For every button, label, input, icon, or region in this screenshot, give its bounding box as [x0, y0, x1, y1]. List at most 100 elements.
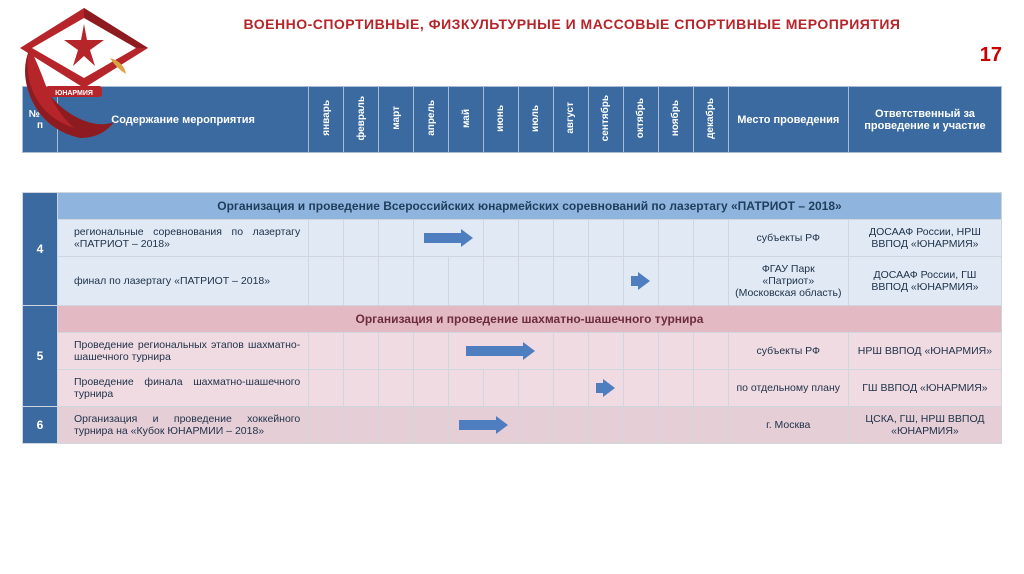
col-month-8: сентябрь [588, 87, 623, 153]
cell-month-empty [693, 333, 728, 370]
cell-month-empty [518, 407, 553, 444]
cell-content: Проведение финала шахматно-шашечного тур… [57, 370, 308, 407]
table-row: Проведение финала шахматно-шашечного тур… [23, 370, 1002, 407]
cell-month-empty [693, 370, 728, 407]
col-month-5: июнь [484, 87, 519, 153]
cell-month-empty [623, 370, 658, 407]
yunarmiya-logo-icon: ЮНАРМИЯ [6, 0, 156, 150]
cell-month-empty [553, 257, 588, 306]
col-month-6: июль [518, 87, 553, 153]
table-header: № п/п Содержание мероприятия январь февр… [23, 87, 1002, 153]
cell-month-empty [449, 257, 484, 306]
col-month-3: апрель [414, 87, 449, 153]
cell-month-empty [553, 220, 588, 257]
cell-month-empty [344, 370, 379, 407]
cell-month-empty [379, 370, 414, 407]
cell-month-empty [553, 370, 588, 407]
group-heading: Организация и проведение шахматно-шашечн… [57, 306, 1001, 333]
cell-month-empty [484, 257, 519, 306]
cell-month-empty [518, 220, 553, 257]
cell-month-empty [379, 333, 414, 370]
cell-timeline [623, 257, 658, 306]
schedule-table-wrap: № п/п Содержание мероприятия январь февр… [22, 86, 1002, 568]
cell-month-empty [309, 370, 344, 407]
cell-place: по отдельному плану [728, 370, 848, 407]
cell-month-empty [588, 257, 623, 306]
cell-month-empty [588, 220, 623, 257]
cell-month-empty [518, 370, 553, 407]
cell-place: субъекты РФ [728, 220, 848, 257]
cell-month-empty [484, 370, 519, 407]
col-month-11: декабрь [693, 87, 728, 153]
cell-resp: ДОСААФ России, ГШ ВВПОД «ЮНАРМИЯ» [848, 257, 1001, 306]
col-month-4: май [449, 87, 484, 153]
table-row: 6Организация и проведение хоккейного тур… [23, 407, 1002, 444]
cell-place: субъекты РФ [728, 333, 848, 370]
cell-month-empty [588, 333, 623, 370]
cell-month-empty [553, 333, 588, 370]
col-month-7: август [553, 87, 588, 153]
page-title: ВОЕННО-СПОРТИВНЫЕ, ФИЗКУЛЬТУРНЫЕ И МАССО… [180, 16, 964, 32]
cell-content: Проведение региональных этапов шахматно-… [57, 333, 308, 370]
cell-content: региональные соревнования по лазертагу «… [57, 220, 308, 257]
col-month-1: февраль [344, 87, 379, 153]
group-heading: Организация и проведение Всероссийских ю… [57, 193, 1001, 220]
cell-month-empty [414, 407, 449, 444]
table-row: региональные соревнования по лазертагу «… [23, 220, 1002, 257]
cell-month-empty [518, 257, 553, 306]
cell-month-empty [379, 257, 414, 306]
cell-resp: НРШ ВВПОД «ЮНАРМИЯ» [848, 333, 1001, 370]
cell-content: Организация и проведение хоккейного турн… [57, 407, 308, 444]
row-number: 6 [23, 407, 58, 444]
cell-month-empty [309, 257, 344, 306]
cell-place: ФГАУ Парк «Патриот» (Московская область) [728, 257, 848, 306]
cell-month-empty [623, 333, 658, 370]
timeline-arrow-icon [466, 342, 535, 360]
cell-month-empty [309, 333, 344, 370]
cell-month-empty [309, 220, 344, 257]
cell-month-empty [344, 220, 379, 257]
row-number: 5 [23, 306, 58, 407]
schedule-table: № п/п Содержание мероприятия январь февр… [22, 86, 1002, 444]
timeline-arrow-icon [459, 416, 508, 434]
cell-timeline [588, 370, 623, 407]
cell-month-empty [414, 370, 449, 407]
cell-month-empty [309, 407, 344, 444]
cell-content: финал по лазертагу «ПАТРИОТ – 2018» [57, 257, 308, 306]
cell-place: г. Москва [728, 407, 848, 444]
timeline-arrow-icon [424, 229, 473, 247]
cell-month-empty [553, 407, 588, 444]
col-month-2: март [379, 87, 414, 153]
cell-month-empty [623, 407, 658, 444]
cell-resp: ДОСААФ России, НРШ ВВПОД «ЮНАРМИЯ» [848, 220, 1001, 257]
cell-month-empty [379, 220, 414, 257]
col-month-9: октябрь [623, 87, 658, 153]
cell-month-empty [379, 407, 414, 444]
cell-month-empty [414, 257, 449, 306]
cell-month-empty [414, 333, 449, 370]
col-place: Место проведения [728, 87, 848, 153]
cell-month-empty [588, 407, 623, 444]
page-number: 17 [980, 44, 1002, 67]
cell-month-empty [344, 257, 379, 306]
cell-month-empty [693, 220, 728, 257]
cell-resp: ЦСКА, ГШ, НРШ ВВПОД «ЮНАРМИЯ» [848, 407, 1001, 444]
cell-timeline [449, 407, 519, 444]
table-row: Проведение региональных этапов шахматно-… [23, 333, 1002, 370]
row-number: 4 [23, 193, 58, 306]
cell-month-empty [658, 333, 693, 370]
cell-resp: ГШ ВВПОД «ЮНАРМИЯ» [848, 370, 1001, 407]
cell-month-empty [658, 407, 693, 444]
cell-month-empty [344, 407, 379, 444]
cell-month-empty [693, 257, 728, 306]
timeline-arrow-icon [631, 272, 650, 290]
col-resp: Ответственный за проведение и участие [848, 87, 1001, 153]
col-month-10: ноябрь [658, 87, 693, 153]
cell-month-empty [658, 220, 693, 257]
cell-month-empty [623, 220, 658, 257]
cell-timeline [414, 220, 484, 257]
col-month-0: январь [309, 87, 344, 153]
cell-month-empty [344, 333, 379, 370]
svg-text:ЮНАРМИЯ: ЮНАРМИЯ [55, 90, 93, 97]
cell-month-empty [449, 370, 484, 407]
